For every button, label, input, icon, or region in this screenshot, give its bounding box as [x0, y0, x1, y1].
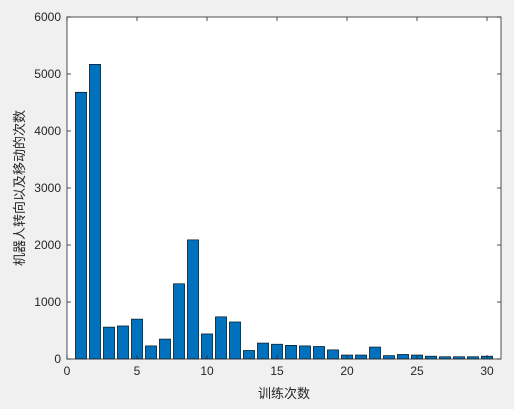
x-tick-label-0: 0 — [64, 364, 71, 378]
bar-12 — [229, 321, 241, 360]
bar-14 — [257, 342, 269, 360]
bar-11 — [215, 316, 227, 360]
y-tick-label-0: 0 — [54, 352, 61, 366]
y-tick-label-2000: 2000 — [34, 238, 61, 252]
bar-18 — [313, 346, 325, 360]
bar-2 — [89, 64, 101, 360]
bar-6 — [145, 345, 157, 360]
bar-4 — [117, 325, 129, 360]
y-ticks: 0 1000 2000 3000 4000 5000 6000 — [34, 10, 501, 366]
bar-24 — [397, 354, 409, 360]
bar-9 — [187, 239, 199, 360]
bar-8 — [173, 283, 185, 360]
bar-23 — [383, 355, 395, 360]
bar-19 — [327, 349, 339, 360]
bar-5 — [131, 318, 143, 360]
y-tick-label-3000: 3000 — [34, 181, 61, 195]
bar-26 — [425, 355, 437, 360]
x-tick-label-15: 15 — [270, 364, 284, 378]
bar-22 — [369, 346, 381, 360]
x-axis-label: 训练次数 — [258, 386, 310, 402]
bar-1 — [75, 91, 87, 360]
x-tick-label-30: 30 — [480, 364, 494, 378]
bar-16 — [285, 345, 297, 360]
bar-21 — [355, 354, 367, 360]
x-tick-label-20: 20 — [340, 364, 354, 378]
bar-3 — [103, 326, 115, 360]
y-axis-label: 机器人转向以及移动的次数 — [12, 110, 28, 266]
y-tick-label-5000: 5000 — [34, 67, 61, 81]
x-tick-label-10: 10 — [200, 364, 214, 378]
y-tick-label-4000: 4000 — [34, 124, 61, 138]
axes-background — [67, 17, 501, 359]
x-tick-label-5: 5 — [134, 364, 141, 378]
bar-7 — [159, 338, 171, 360]
x-tick-label-25: 25 — [410, 364, 424, 378]
bar-17 — [299, 345, 311, 360]
x-ticks: 0 5 10 15 20 25 30 — [64, 17, 494, 378]
bar-13 — [243, 350, 255, 360]
y-tick-label-6000: 6000 — [34, 10, 61, 24]
y-tick-label-1000: 1000 — [34, 295, 61, 309]
